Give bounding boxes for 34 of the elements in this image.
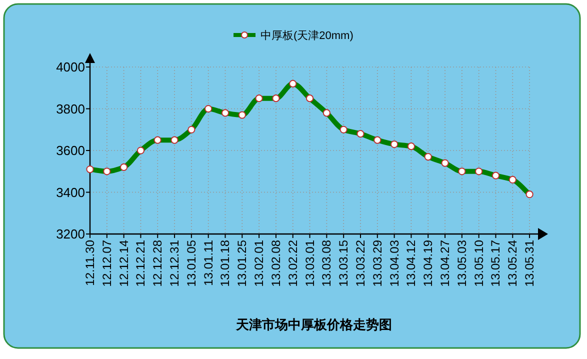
x-tick-label: 13.05.24 [506,240,520,287]
x-tick-label: 12.11.30 [83,240,97,286]
x-tick-label: 12.12.21 [134,240,148,287]
y-tick-label: 3800 [56,101,85,116]
x-tick-label: 13.01.05 [184,240,198,287]
x-tick-label: 13.03.22 [353,240,368,287]
y-tick-label: 3600 [56,143,85,158]
x-tick-label: 13.01.11 [201,240,216,286]
x-tick-label: 13.03.15 [336,240,351,287]
x-tick-label: 12.12.28 [150,240,165,287]
y-tick-label: 3400 [56,184,85,200]
legend-label: 中厚板(天津20mm) [260,29,354,42]
x-tick-label: 13.02.22 [286,240,300,287]
x-tick-label: 13.01.18 [218,240,232,287]
x-tick-label: 12.12.31 [168,240,182,287]
y-tick-label: 3200 [56,226,85,242]
x-tick-label: 13.01.25 [235,240,250,287]
x-tick-label: 13.04.03 [387,240,402,287]
y-tick-label: 4000 [56,60,85,74]
x-tick-label: 13.02.08 [268,240,283,287]
x-tick-label: 13.04.27 [438,240,452,287]
x-tick-label: 13.03.01 [302,240,317,287]
x-tick-label: 13.05.17 [488,240,503,287]
x-tick-label: 13.05.10 [472,240,486,287]
x-tick-label: 13.04.12 [404,240,418,287]
x-tick-label: 13.05.03 [454,240,469,287]
x-tick-label: 12.12.07 [100,240,114,287]
x-tick-label: 13.04.19 [421,240,436,287]
x-tick-label: 13.03.29 [370,240,384,287]
text: 天津市场中厚板价格走势图 [235,317,392,332]
x-tick-label: 13.02.01 [252,240,266,287]
x-tick-label: 13.03.08 [320,240,334,287]
x-tick-label: 12.12.14 [116,240,131,287]
x-tick-label: 13.05.31 [522,240,537,287]
